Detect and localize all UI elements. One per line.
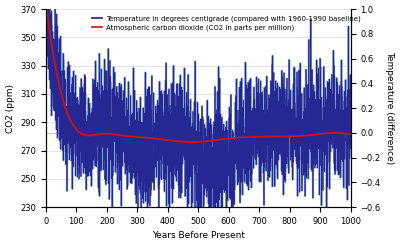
Legend: Temperature in degrees centigrade (compared with 1960-1990 baseline), Atmospheri: Temperature in degrees centigrade (compa… bbox=[89, 13, 363, 34]
Y-axis label: CO2 (ppm): CO2 (ppm) bbox=[6, 84, 14, 133]
X-axis label: Years Before Present: Years Before Present bbox=[152, 231, 245, 240]
Y-axis label: Temperature (difference): Temperature (difference) bbox=[386, 51, 394, 165]
